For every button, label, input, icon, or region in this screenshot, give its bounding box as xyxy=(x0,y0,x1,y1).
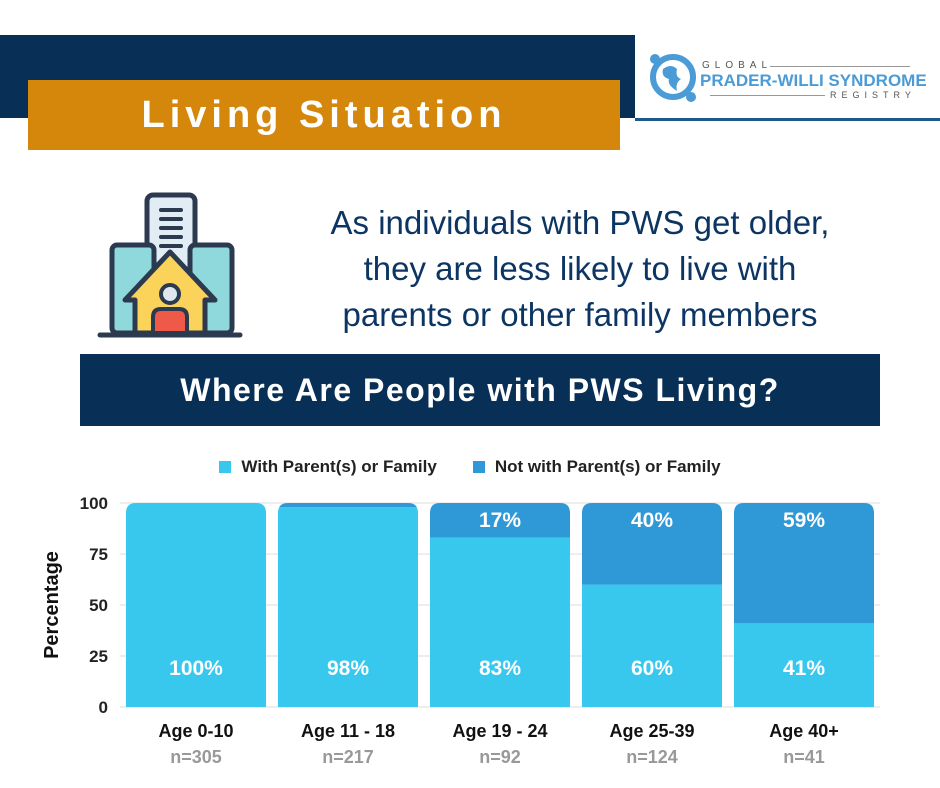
y-axis-label: Percentage xyxy=(41,551,63,659)
bar-segment xyxy=(126,503,266,707)
bar-segment xyxy=(582,503,722,585)
data-label: 100% xyxy=(169,657,223,680)
data-label: 40% xyxy=(631,509,673,532)
legend-item-not-with-family: Not with Parent(s) or Family xyxy=(472,457,721,477)
data-label: 98% xyxy=(327,657,369,680)
sample-size-label: n=305 xyxy=(170,747,222,767)
sample-size-label: n=41 xyxy=(783,747,825,767)
sample-size-label: n=217 xyxy=(322,747,374,767)
data-label: 17% xyxy=(479,509,521,532)
sample-size-label: n=92 xyxy=(479,747,521,767)
data-label: 83% xyxy=(479,657,521,680)
x-tick-label: Age 11 - 18 xyxy=(301,721,395,741)
bar-segment xyxy=(582,584,722,707)
divider xyxy=(710,95,825,96)
legend-swatch xyxy=(472,461,485,473)
bar-segment xyxy=(734,503,874,624)
bar-segment xyxy=(734,623,874,707)
lead-line: parents or other family members xyxy=(342,296,818,333)
bar-segment xyxy=(278,503,418,508)
x-tick-label: Age 40+ xyxy=(769,721,839,741)
legend-label: With Parent(s) or Family xyxy=(241,457,437,476)
globe-icon xyxy=(650,54,696,102)
legend-swatch xyxy=(219,461,232,473)
lead-line: they are less likely to live with xyxy=(363,250,797,287)
y-tick-label: 100 xyxy=(80,494,108,513)
x-tick-label: Age 0-10 xyxy=(158,721,233,741)
lead-text: As individuals with PWS get older, they … xyxy=(280,200,880,338)
legend-label: Not with Parent(s) or Family xyxy=(494,457,721,476)
data-label: 59% xyxy=(783,509,825,532)
logo-text-registry: REGISTRY xyxy=(830,90,916,100)
logo-text-global: GLOBAL xyxy=(702,60,773,71)
data-label: 41% xyxy=(783,657,825,680)
sample-size-label: n=124 xyxy=(626,747,678,767)
divider xyxy=(770,66,910,67)
housing-buildings-icon xyxy=(97,192,243,338)
chart-legend: With Parent(s) or Family Not with Parent… xyxy=(0,457,940,477)
legend-item-with-family: With Parent(s) or Family xyxy=(219,457,437,477)
x-tick-label: Age 19 - 24 xyxy=(452,721,547,741)
section-title: Where Are People with PWS Living? xyxy=(80,354,880,426)
bar-segment xyxy=(430,503,570,538)
registry-logo xyxy=(635,35,940,121)
bar-segment xyxy=(278,507,418,707)
y-tick-label: 0 xyxy=(99,698,108,717)
stacked-bar-chart: 0 25 50 75 100 Percentage 100% Age 0-10 n=305 98%… xyxy=(41,494,880,767)
y-tick-label: 50 xyxy=(89,596,108,615)
lead-line: As individuals with PWS get older, xyxy=(330,204,830,241)
y-tick-label: 25 xyxy=(89,647,108,666)
logo-text-main: PRADER-WILLI SYNDROME xyxy=(700,71,927,90)
data-label: 60% xyxy=(631,657,673,680)
x-tick-label: Age 25-39 xyxy=(609,721,694,741)
bar-segment xyxy=(430,537,570,707)
page-title: Living Situation xyxy=(28,80,620,150)
y-tick-label: 75 xyxy=(89,545,108,564)
